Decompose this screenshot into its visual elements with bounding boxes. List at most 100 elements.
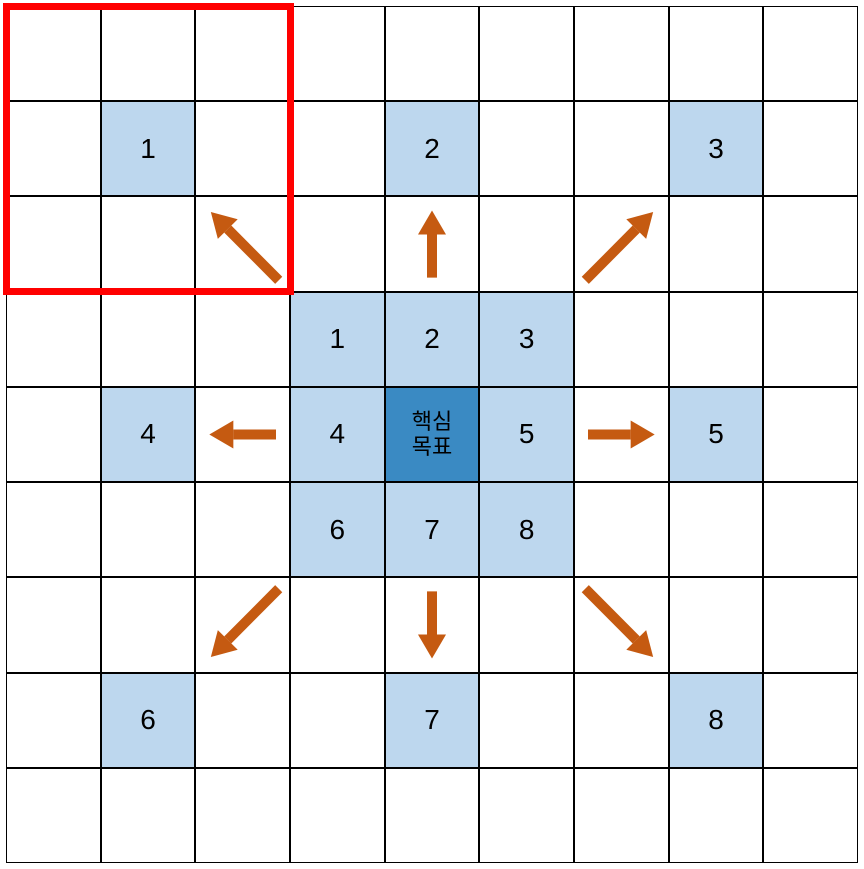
grid-cell (101, 768, 196, 863)
grid-cell (290, 673, 385, 768)
grid-cell (574, 196, 669, 291)
grid-cell (574, 673, 669, 768)
cell-label: 3 (519, 323, 535, 355)
cell-label: 5 (519, 418, 535, 450)
grid-cell (290, 768, 385, 863)
grid-cell (195, 577, 290, 672)
grid-cell (101, 6, 196, 101)
grid-cell (763, 196, 858, 291)
grid-cell (195, 292, 290, 387)
cell-label: 1 (330, 323, 346, 355)
grid-cell (669, 482, 764, 577)
grid-cell (195, 673, 290, 768)
labeled-cell: 7 (385, 482, 480, 577)
grid-cell (385, 196, 480, 291)
grid-cell (101, 196, 196, 291)
cell-label: 7 (424, 704, 440, 736)
labeled-cell: 4 (290, 387, 385, 482)
labeled-cell: 2 (385, 101, 480, 196)
labeled-cell: 6 (290, 482, 385, 577)
grid-cell (763, 768, 858, 863)
labeled-cell: 6 (101, 673, 196, 768)
grid-cell (669, 6, 764, 101)
grid-cell (669, 577, 764, 672)
cell-label: 2 (424, 133, 440, 165)
grid-cell (479, 6, 574, 101)
labeled-cell: 2 (385, 292, 480, 387)
grid-cell (6, 196, 101, 291)
labeled-cell: 1 (290, 292, 385, 387)
grid-cell (101, 292, 196, 387)
grid-cell (290, 577, 385, 672)
grid-cell (574, 387, 669, 482)
grid-cell (6, 482, 101, 577)
grid-cell (195, 6, 290, 101)
grid-cell (290, 101, 385, 196)
labeled-cell: 1 (101, 101, 196, 196)
grid-cell (574, 577, 669, 672)
grid-cell (195, 482, 290, 577)
grid-cell (669, 292, 764, 387)
grid-cell (763, 101, 858, 196)
center-goal-cell: 핵심 목표 (385, 387, 480, 482)
grid-cell (479, 768, 574, 863)
grid-cell (763, 673, 858, 768)
cell-label: 6 (140, 704, 156, 736)
grid-cell (763, 292, 858, 387)
grid-cell (669, 196, 764, 291)
labeled-cell: 7 (385, 673, 480, 768)
diagram-container: 1 2 3 1 2 3 4 4 핵심 목표 5 5 6 7 8 6 7 8 (0, 0, 864, 869)
cell-label: 8 (708, 704, 724, 736)
cell-label: 4 (330, 418, 346, 450)
grid-cell (574, 292, 669, 387)
grid-cell (574, 482, 669, 577)
labeled-cell: 8 (479, 482, 574, 577)
grid-cell (6, 673, 101, 768)
grid-cell (6, 101, 101, 196)
labeled-cell: 8 (669, 673, 764, 768)
center-goal-label: 핵심 목표 (412, 409, 452, 460)
grid-cell (479, 673, 574, 768)
cell-label: 7 (424, 514, 440, 546)
grid-cell (763, 482, 858, 577)
grid-cell (479, 196, 574, 291)
grid-cell (479, 101, 574, 196)
grid-cell (574, 768, 669, 863)
grid-cell (290, 6, 385, 101)
grid-cell (669, 768, 764, 863)
grid-cell (6, 387, 101, 482)
cell-label: 8 (519, 514, 535, 546)
grid-cell (763, 6, 858, 101)
cell-label: 2 (424, 323, 440, 355)
grid-cell (6, 6, 101, 101)
grid-cell (101, 482, 196, 577)
grid-cell (195, 196, 290, 291)
grid-cell (574, 101, 669, 196)
grid-cell (195, 768, 290, 863)
grid-cell (195, 387, 290, 482)
grid-cell (101, 577, 196, 672)
mandala-grid: 1 2 3 1 2 3 4 4 핵심 목표 5 5 6 7 8 6 7 8 (6, 6, 858, 863)
grid-cell (6, 768, 101, 863)
grid-cell (385, 768, 480, 863)
cell-label: 6 (330, 514, 346, 546)
cell-label: 3 (708, 133, 724, 165)
grid-cell (763, 577, 858, 672)
labeled-cell: 5 (479, 387, 574, 482)
grid-cell (763, 387, 858, 482)
cell-label: 5 (708, 418, 724, 450)
grid-cell (574, 6, 669, 101)
cell-label: 4 (140, 418, 156, 450)
grid-cell (385, 6, 480, 101)
grid-cell (479, 577, 574, 672)
grid-cell (195, 101, 290, 196)
labeled-cell: 4 (101, 387, 196, 482)
grid-cell (385, 577, 480, 672)
labeled-cell: 5 (669, 387, 764, 482)
grid-cell (6, 292, 101, 387)
labeled-cell: 3 (669, 101, 764, 196)
cell-label: 1 (140, 133, 156, 165)
grid-cell (290, 196, 385, 291)
grid-cell (6, 577, 101, 672)
labeled-cell: 3 (479, 292, 574, 387)
